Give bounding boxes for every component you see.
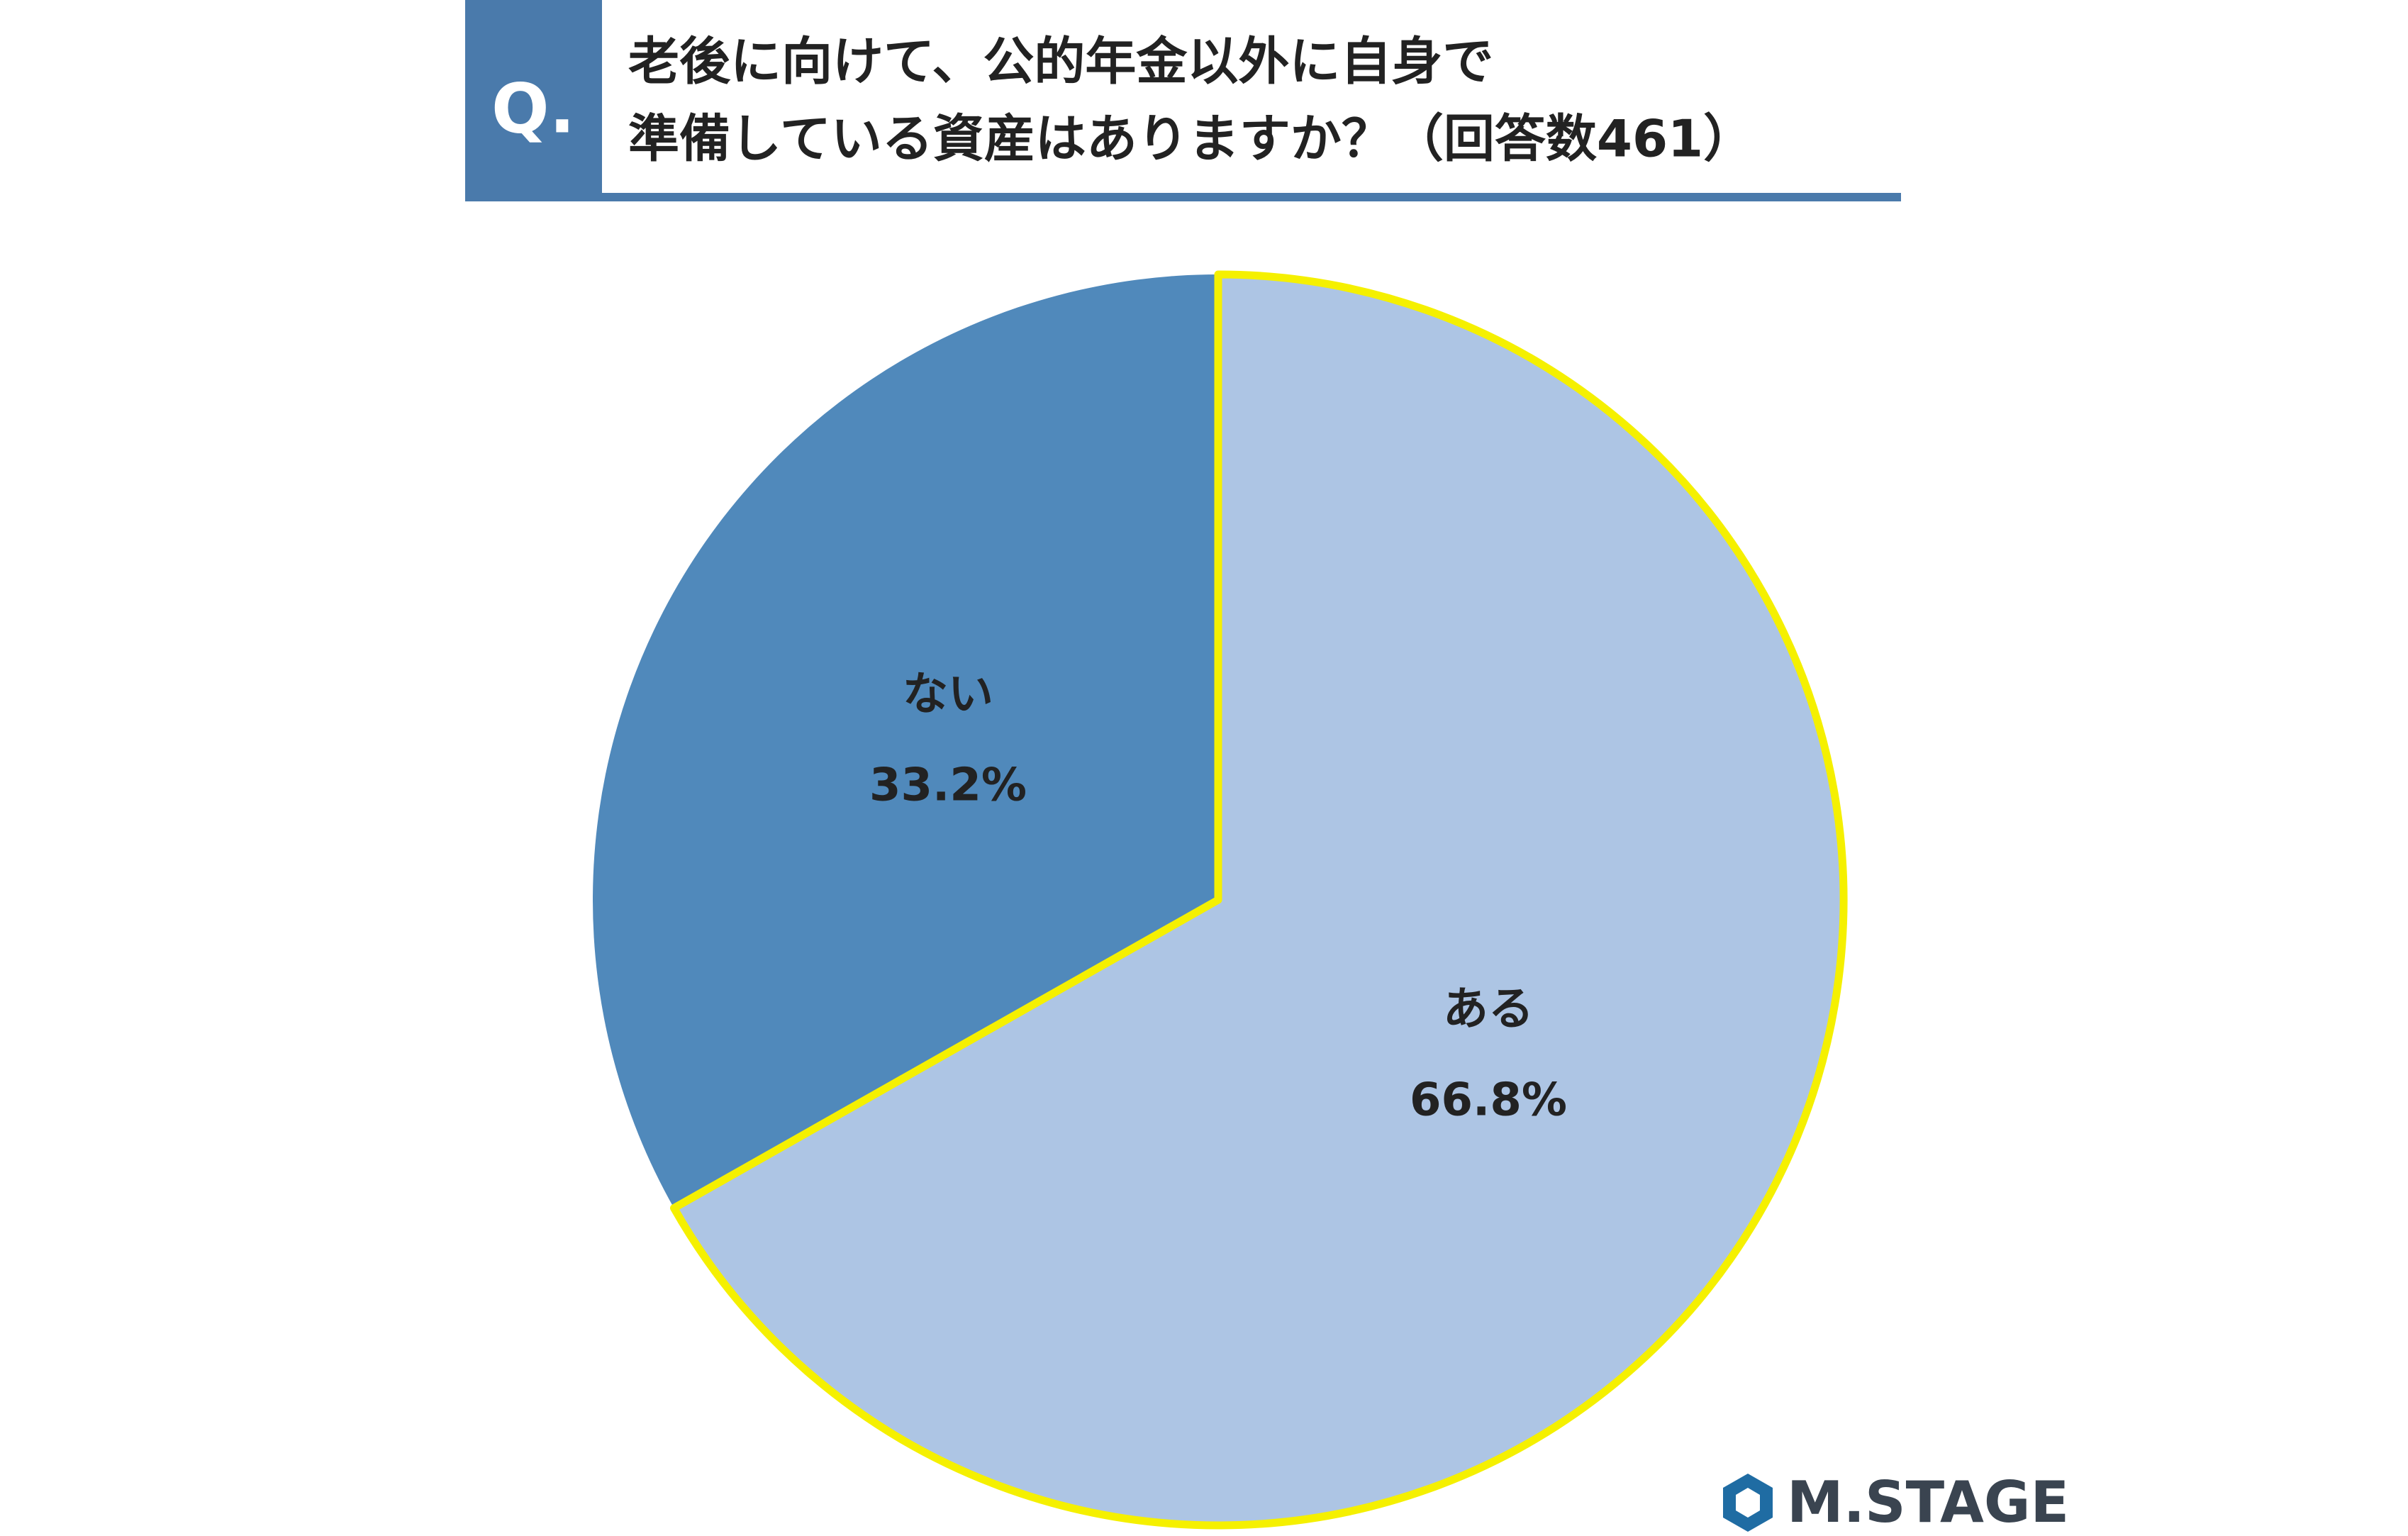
title-line: 老後に向けて、公的年金以外に自身で	[628, 32, 1493, 91]
title-line: 準備している資産はありますか？（回答数461）	[628, 109, 1754, 169]
pie: ある 66.8% ない 33.2%	[593, 270, 1848, 1530]
logo-icon-inner	[1736, 1488, 1760, 1518]
title-underline	[602, 193, 1901, 201]
question-box	[465, 0, 602, 201]
pie-slice	[593, 274, 1218, 1208]
slice-value-label: 66.8%	[1410, 1074, 1567, 1127]
question-mark: Q.	[491, 69, 575, 148]
slice-value-label: 33.2%	[869, 759, 1027, 811]
slice-category-label: ない	[903, 668, 993, 720]
pie-slice	[669, 270, 1848, 1530]
logo-text: M.STAGE	[1787, 1469, 2069, 1535]
logo: M.STAGE	[1723, 1469, 2069, 1535]
slice-category-label: ある	[1443, 984, 1534, 1036]
